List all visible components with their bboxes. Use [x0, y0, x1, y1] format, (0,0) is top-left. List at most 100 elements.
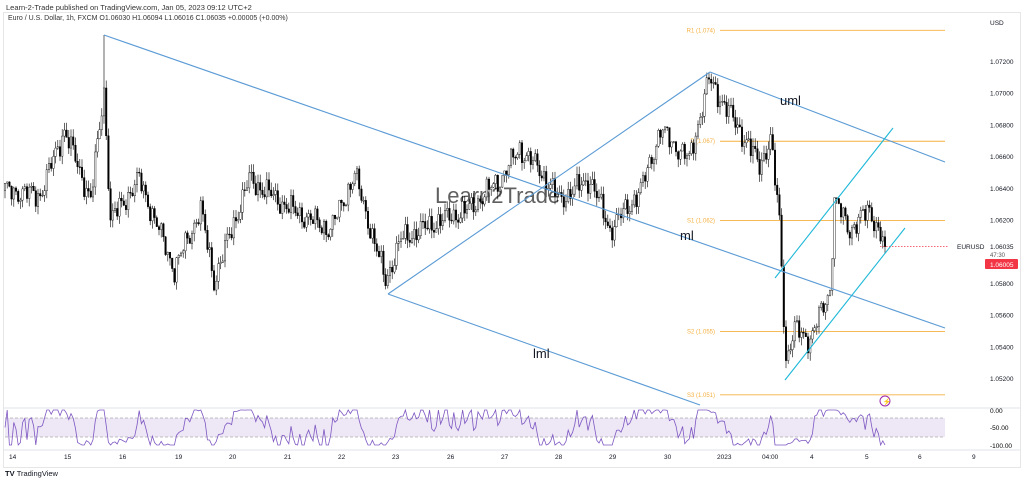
candle-down	[129, 192, 132, 194]
candle-up	[239, 212, 242, 220]
candle-up	[41, 194, 44, 197]
candle-up	[628, 211, 631, 214]
candle-up	[719, 101, 722, 108]
candle-down	[124, 205, 127, 210]
candle-up	[411, 238, 414, 243]
time-axis[interactable]: 14 15 16 19 20 21 22 23 26 27 28 29 30 2023 04:00 4 5 6 9	[9, 454, 976, 461]
candle-up	[248, 172, 251, 189]
event-icon[interactable]	[879, 395, 891, 407]
candle-down	[644, 175, 647, 182]
candle-up	[400, 238, 403, 242]
candle-up	[404, 224, 407, 239]
candle-down	[785, 326, 788, 361]
candle-down	[778, 194, 781, 216]
time-tick: 16	[119, 454, 127, 461]
price-tick: 1.06600	[990, 154, 1014, 161]
candle-down	[433, 230, 436, 233]
candle-down	[802, 332, 805, 334]
oscillator-band	[5, 418, 945, 437]
candle-up	[305, 216, 308, 228]
tradingview-logo[interactable]: TV TradingView	[5, 469, 58, 478]
candle-up	[61, 135, 64, 157]
candle-down	[496, 174, 499, 192]
candle-down	[294, 206, 297, 214]
lml-label: lml	[533, 346, 550, 361]
pivot-label: S1 (1.062)	[687, 218, 715, 224]
candle-down	[540, 175, 543, 179]
candle-down	[107, 135, 110, 189]
candle-up	[28, 186, 31, 199]
candle-down	[367, 211, 370, 229]
price-tick: 1.05200	[990, 376, 1014, 383]
candle-up	[767, 148, 770, 160]
pivot-label: R1 (1.074)	[687, 28, 715, 34]
candle-up	[182, 250, 185, 254]
candle-up	[329, 229, 332, 238]
candle-down	[171, 257, 174, 269]
candle-up	[111, 210, 114, 221]
candle-down	[276, 190, 279, 205]
candle-down	[144, 184, 147, 196]
candle-up	[534, 153, 537, 161]
candle-up	[193, 222, 196, 234]
upper-median-line[interactable]	[709, 71, 946, 163]
candle-down	[554, 178, 557, 197]
candle-down	[529, 151, 532, 165]
candle-down	[312, 219, 315, 224]
candle-down	[65, 129, 68, 138]
candle-down	[782, 265, 785, 327]
channel-lower-line[interactable]	[784, 227, 906, 381]
osc-tick-2: -100.00	[990, 443, 1012, 450]
candle-up	[208, 247, 211, 250]
candle-down	[738, 124, 741, 128]
candle-down	[287, 208, 290, 213]
candle-up	[474, 209, 477, 213]
candle-up	[672, 141, 675, 143]
channel-upper-line[interactable]	[774, 127, 894, 279]
currency-label: USD	[990, 20, 1004, 27]
candle-up	[323, 220, 326, 234]
candle-down	[316, 208, 319, 221]
candle-up	[721, 101, 724, 103]
candle-down	[873, 220, 876, 232]
candle-up	[653, 159, 656, 164]
candle-up	[613, 226, 616, 241]
candle-up	[179, 252, 182, 256]
candle-up	[862, 209, 865, 211]
candle-down	[765, 153, 768, 160]
candle-down	[157, 226, 160, 230]
candle-up	[459, 217, 462, 223]
brand-name: TradingView	[16, 469, 58, 478]
candle-up	[697, 124, 700, 137]
candle-down	[32, 186, 35, 191]
candle-up	[23, 186, 26, 190]
candle-up	[639, 182, 642, 193]
price-axis[interactable]: USD 1.07200 1.07000 1.06800 1.06600 1.06400 1…	[990, 20, 1014, 383]
publisher-line: Learn-2-Trade published on TradingView.c…	[6, 3, 252, 12]
candle-up	[793, 321, 796, 342]
candle-down	[268, 179, 271, 191]
candle-down	[538, 165, 541, 177]
candle-up	[800, 332, 803, 338]
candle-up	[787, 350, 790, 361]
time-tick: 28	[555, 454, 563, 461]
lower-median-line[interactable]	[387, 293, 701, 406]
price-tick: 1.06200	[990, 217, 1014, 224]
candle-up	[813, 327, 816, 331]
candle-down	[716, 84, 719, 108]
pitchfork-handle-line[interactable]	[387, 71, 711, 295]
candle-down	[514, 157, 517, 159]
candle-down	[228, 233, 231, 236]
candle-up	[135, 172, 138, 185]
candle-down	[17, 191, 20, 202]
median-line[interactable]	[103, 34, 946, 329]
candle-up	[686, 155, 689, 159]
candle-up	[532, 160, 535, 165]
candle-up	[712, 82, 715, 84]
candle-down	[78, 166, 81, 168]
candle-up	[217, 263, 220, 282]
candle-up	[356, 168, 359, 174]
candle-up	[646, 167, 649, 182]
candle-up	[820, 302, 823, 309]
